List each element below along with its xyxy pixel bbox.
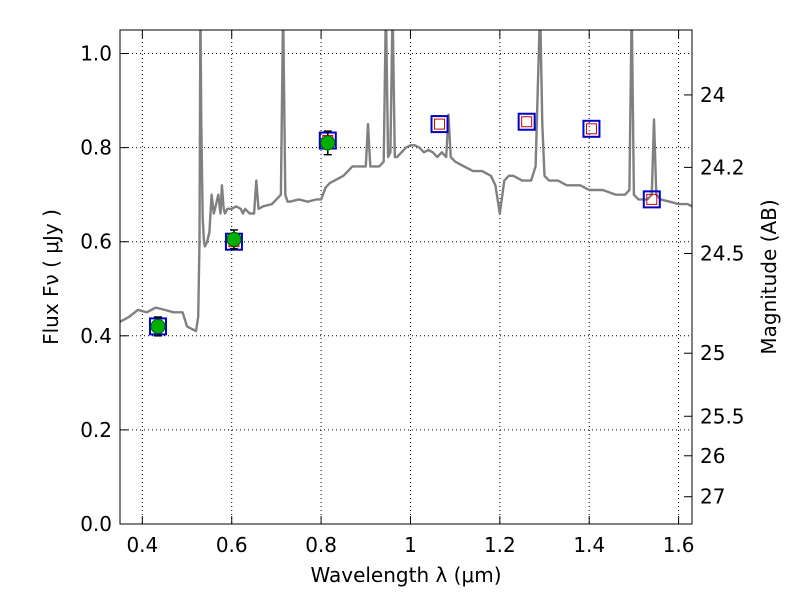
x-tick-label: 0.4: [126, 533, 158, 557]
x-tick-label: 0.6: [216, 533, 248, 557]
observed-point: [226, 231, 242, 247]
model-photometry-box: [582, 119, 601, 138]
y-tick-label: 0.0: [80, 512, 112, 536]
y-tick-label: 1.0: [80, 42, 112, 66]
model-photometry-box: [517, 112, 536, 131]
x-tick-label: 1.2: [484, 533, 516, 557]
right-tick-label: 24: [700, 83, 725, 107]
x-axis-label: Wavelength λ (μm): [310, 563, 501, 587]
plot-frame: [119, 29, 693, 525]
x-tick-label: 1: [404, 533, 417, 557]
y-tick-label: 0.4: [80, 324, 112, 348]
observed-photometry-series: [150, 130, 336, 337]
model-photometry-inner: [521, 116, 533, 128]
y-tick-label: 0.2: [80, 418, 112, 442]
y-axis-label: Flux Fν ( μJy ): [39, 209, 63, 345]
right-tick-label: 26: [700, 444, 725, 468]
right-tick-label: 24.5: [700, 241, 745, 265]
grid: [120, 30, 692, 525]
model-photometry-series: [148, 112, 661, 336]
x-tick-label: 1.4: [573, 533, 605, 557]
model-photometry-inner: [585, 123, 597, 135]
y-axis-right-label: Magnitude (AB): [757, 199, 781, 354]
right-tick-label: 25: [700, 341, 725, 365]
model-photometry-inner: [434, 118, 446, 130]
observed-point: [320, 135, 336, 151]
x-axis: 0.4 0.6 0.8 1 1.2 1.4 1.6: [126, 30, 695, 557]
right-tick-label: 27: [700, 485, 725, 509]
model-photometry-box: [642, 190, 661, 209]
observed-point: [150, 318, 166, 334]
model-photometry-inner: [646, 193, 658, 205]
x-tick-label: 0.8: [305, 533, 337, 557]
model-photometry-box: [430, 115, 449, 134]
y-axis-right: 24 24.2 24.5 25 25.5 26 27: [684, 83, 745, 509]
y-tick-label: 0.6: [80, 230, 112, 254]
spectrum-line: [120, 30, 692, 333]
x-tick-label: 1.6: [663, 533, 695, 557]
y-tick-label: 0.8: [80, 136, 112, 160]
y-axis-left: 0.0 0.2 0.4 0.6 0.8 1.0: [80, 42, 128, 536]
right-tick-label: 25.5: [700, 404, 745, 428]
right-tick-label: 24.2: [700, 155, 745, 179]
spectrum-series: [120, 30, 692, 333]
